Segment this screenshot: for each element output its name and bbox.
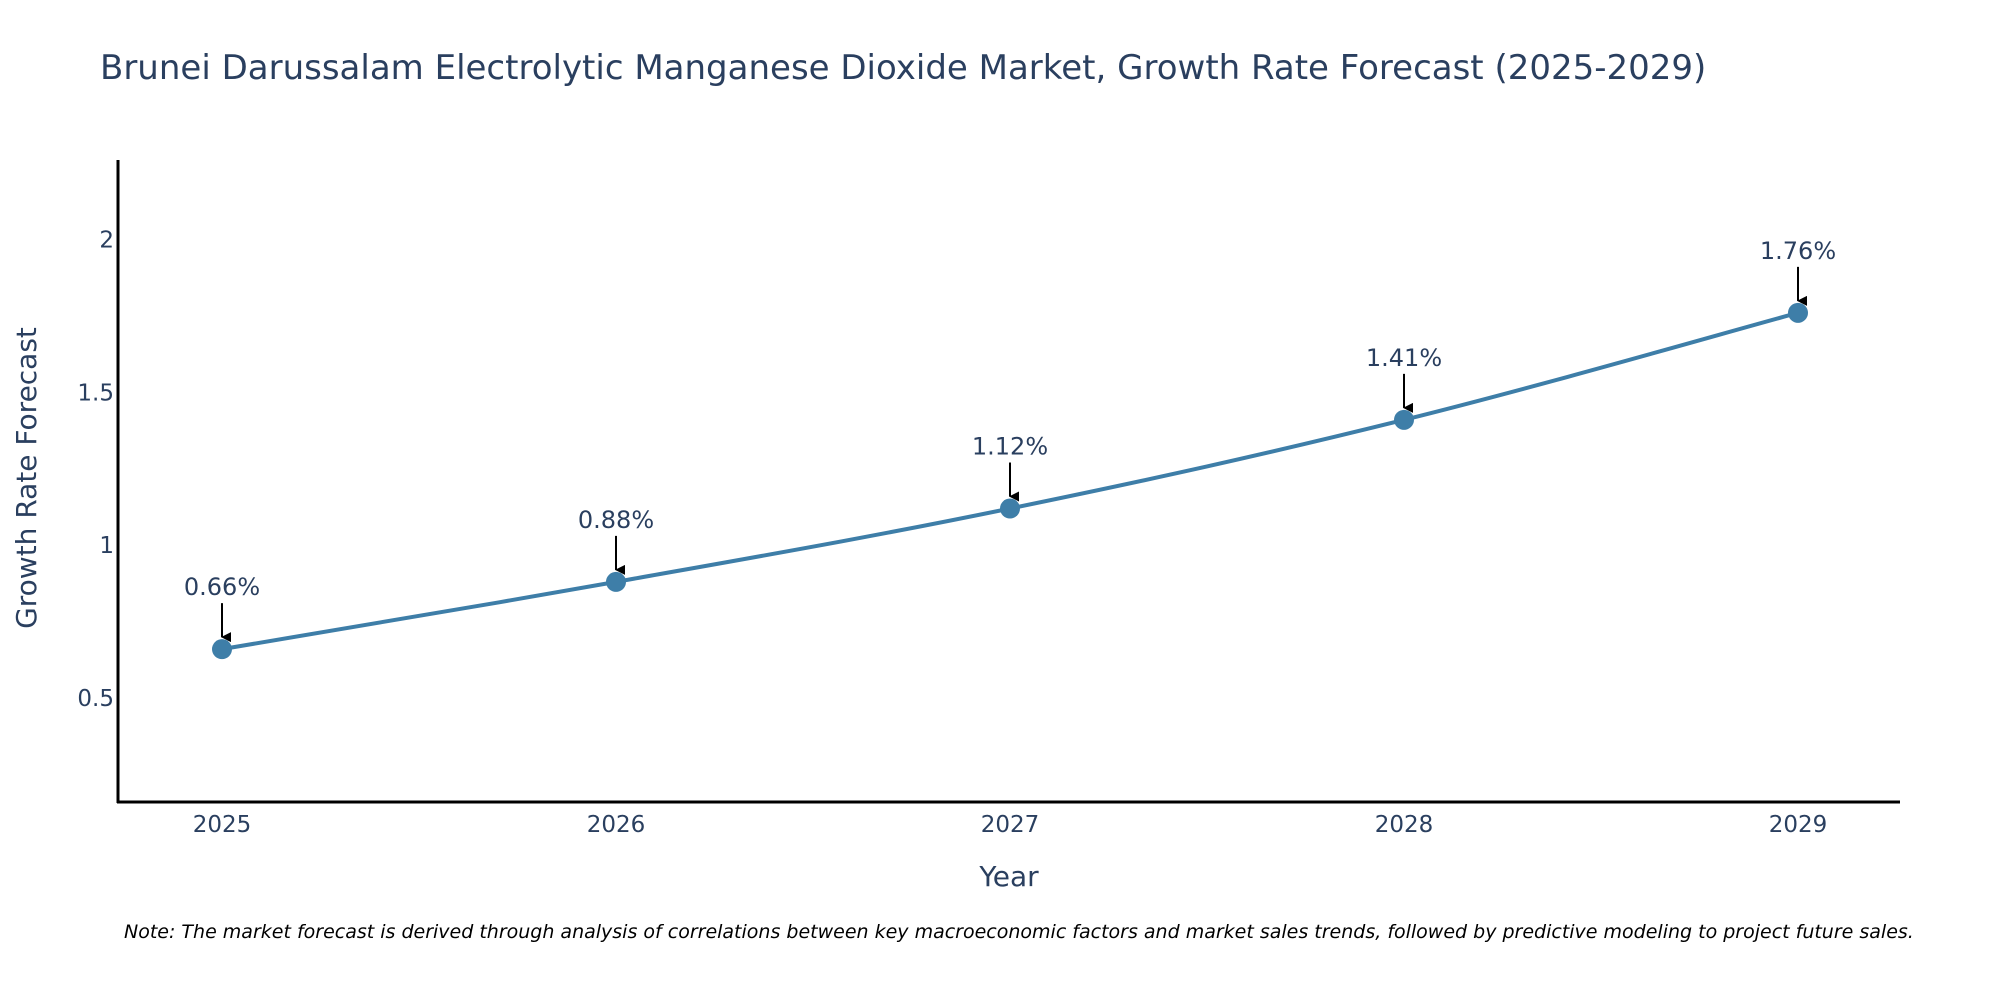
data-label: 0.66% [184,573,260,601]
data-label: 1.76% [1760,237,1836,265]
x-tick-label: 2027 [981,812,1040,838]
data-label: 0.88% [578,506,654,534]
x-tick-label: 2029 [1769,812,1828,838]
y-tick-label: 0.5 [77,686,114,712]
data-label: 1.12% [972,433,1048,461]
data-point[interactable] [1394,409,1414,430]
chart-note: Note: The market forecast is derived thr… [124,921,1914,943]
data-label: 1.41% [1366,344,1442,372]
y-tick-label: 1.5 [77,380,114,406]
chart-title: Brunei Darussalam Electrolytic Manganese… [100,48,1707,88]
data-point[interactable] [212,639,232,660]
data-point[interactable] [1000,498,1020,519]
y-tick-label: 2 [99,227,114,253]
x-tick-label: 2028 [1375,812,1434,838]
y-tick-label: 1 [99,533,114,559]
data-point[interactable] [1788,302,1808,323]
x-tick-label: 2026 [587,812,646,838]
y-axis-title: Growth Rate Forecast [10,327,43,629]
x-tick-label: 2025 [193,812,252,838]
data-point[interactable] [606,571,626,592]
x-axis-title: Year [978,860,1039,893]
